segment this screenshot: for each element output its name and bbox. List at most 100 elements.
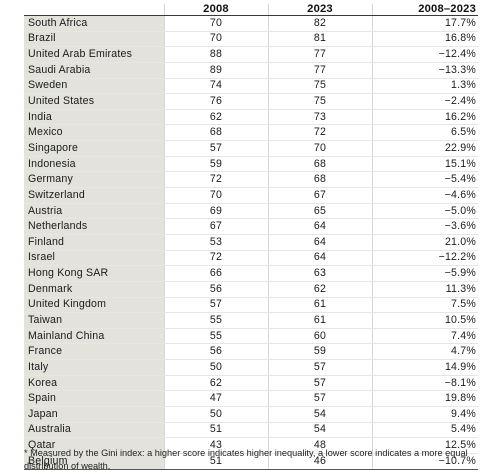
value-2008-cell: 70 xyxy=(164,15,269,32)
country-cell: Switzerland xyxy=(24,187,165,204)
table-row: United Kingdom 57 61 7.5% xyxy=(24,297,478,314)
table-row: Austria 69 65 −5.0% xyxy=(24,203,478,220)
change-cell: 5.4% xyxy=(372,422,478,439)
table-row: United States 76 75 −2.4% xyxy=(24,93,478,110)
table-row: Israel 72 64 −12.2% xyxy=(24,250,478,267)
table-row: Belgium 51 46 −10.7% xyxy=(24,453,478,470)
change-cell: −10.7% xyxy=(372,453,478,470)
value-2023-cell: 57 xyxy=(268,375,373,392)
value-2008-cell: 59 xyxy=(164,156,269,173)
country-cell: Belgium xyxy=(24,453,165,470)
change-cell: −5.0% xyxy=(372,203,478,220)
value-2008-cell: 47 xyxy=(164,390,269,408)
country-cell: United States xyxy=(24,93,165,110)
change-cell: −5.4% xyxy=(372,171,478,189)
value-2023-cell: 64 xyxy=(268,218,373,235)
wealth-inequality-table: 2008 2023 2008–2023 South Africa 70 82 17.7… xyxy=(24,4,478,470)
value-2023-cell: 81 xyxy=(268,31,373,48)
country-cell: Italy xyxy=(24,359,165,376)
value-2023-cell: 54 xyxy=(268,422,373,439)
country-cell: France xyxy=(24,343,165,361)
change-cell: −8.1% xyxy=(372,375,478,392)
value-2008-cell: 51 xyxy=(164,422,269,439)
value-2008-cell: 69 xyxy=(164,203,269,220)
table-row: Saudi Arabia 89 77 −13.3% xyxy=(24,62,478,79)
value-2008-cell: 56 xyxy=(164,343,269,361)
value-2008-cell: 57 xyxy=(164,140,269,157)
value-2023-cell: 57 xyxy=(268,359,373,376)
value-2023-cell: 77 xyxy=(268,62,373,79)
country-cell: Israel xyxy=(24,250,165,267)
value-2008-cell: 56 xyxy=(164,281,269,298)
value-2008-cell: 55 xyxy=(164,328,269,345)
value-2023-cell: 63 xyxy=(268,265,373,282)
table-row: Italy 50 57 14.9% xyxy=(24,359,478,376)
change-cell: 11.3% xyxy=(372,281,478,298)
change-cell: −13.3% xyxy=(372,62,478,79)
country-cell: United Kingdom xyxy=(24,297,165,314)
header-change: 2008–2023 xyxy=(372,4,478,16)
header-country xyxy=(24,4,165,16)
value-2008-cell: 72 xyxy=(164,250,269,267)
value-2023-cell: 48 xyxy=(268,437,373,454)
table-row: Taiwan 55 61 10.5% xyxy=(24,312,478,329)
change-cell: 7.5% xyxy=(372,297,478,314)
value-2008-cell: 88 xyxy=(164,46,269,63)
change-cell: 1.3% xyxy=(372,78,478,95)
table-row: Brazil 70 81 16.8% xyxy=(24,31,478,48)
value-2008-cell: 62 xyxy=(164,375,269,392)
value-2008-cell: 70 xyxy=(164,31,269,48)
value-2023-cell: 57 xyxy=(268,390,373,408)
table-row: Japan 50 54 9.4% xyxy=(24,406,478,423)
table-body: South Africa 70 82 17.7% Brazil 70 81 16.8% Unit… xyxy=(24,15,478,470)
country-cell: Korea xyxy=(24,375,165,392)
table-row: Denmark 56 62 11.3% xyxy=(24,281,478,298)
table-row: Hong Kong SAR 66 63 −5.9% xyxy=(24,265,478,282)
table-row: Australia 51 54 5.4% xyxy=(24,422,478,439)
change-cell: 9.4% xyxy=(372,406,478,423)
value-2008-cell: 43 xyxy=(164,437,269,454)
country-cell: Indonesia xyxy=(24,156,165,173)
country-cell: Brazil xyxy=(24,31,165,48)
header-row: 2008 2023 2008–2023 xyxy=(24,4,478,16)
value-2023-cell: 70 xyxy=(268,140,373,157)
value-2008-cell: 51 xyxy=(164,453,269,470)
change-cell: −5.9% xyxy=(372,265,478,282)
header-2023: 2023 xyxy=(268,4,373,16)
value-2008-cell: 72 xyxy=(164,171,269,189)
table-row: Mexico 68 72 6.5% xyxy=(24,124,478,142)
country-cell: Finland xyxy=(24,234,165,251)
change-cell: −12.4% xyxy=(372,46,478,63)
change-cell: 10.5% xyxy=(372,312,478,329)
value-2023-cell: 62 xyxy=(268,281,373,298)
value-2008-cell: 68 xyxy=(164,124,269,142)
value-2023-cell: 75 xyxy=(268,78,373,95)
value-2023-cell: 67 xyxy=(268,187,373,204)
table-row: Netherlands 67 64 −3.6% xyxy=(24,218,478,235)
value-2023-cell: 64 xyxy=(268,234,373,251)
country-cell: Austria xyxy=(24,203,165,220)
country-cell: Saudi Arabia xyxy=(24,62,165,79)
table-row: Sweden 74 75 1.3% xyxy=(24,78,478,95)
change-cell: 21.0% xyxy=(372,234,478,251)
value-2008-cell: 70 xyxy=(164,187,269,204)
country-cell: Hong Kong SAR xyxy=(24,265,165,282)
table-row: Indonesia 59 68 15.1% xyxy=(24,156,478,173)
value-2008-cell: 50 xyxy=(164,406,269,423)
country-cell: Netherlands xyxy=(24,218,165,235)
table-row: South Africa 70 82 17.7% xyxy=(24,15,478,32)
table-row: United Arab Emirates 88 77 −12.4% xyxy=(24,46,478,63)
value-2023-cell: 77 xyxy=(268,46,373,63)
value-2008-cell: 50 xyxy=(164,359,269,376)
value-2023-cell: 54 xyxy=(268,406,373,423)
table-row: Korea 62 57 −8.1% xyxy=(24,375,478,392)
table-row: France 56 59 4.7% xyxy=(24,343,478,361)
value-2008-cell: 89 xyxy=(164,62,269,79)
value-2008-cell: 62 xyxy=(164,109,269,126)
change-cell: 15.1% xyxy=(372,156,478,173)
change-cell: −2.4% xyxy=(372,93,478,110)
change-cell: 4.7% xyxy=(372,343,478,361)
change-cell: 22.9% xyxy=(372,140,478,157)
country-cell: Mainland China xyxy=(24,328,165,345)
